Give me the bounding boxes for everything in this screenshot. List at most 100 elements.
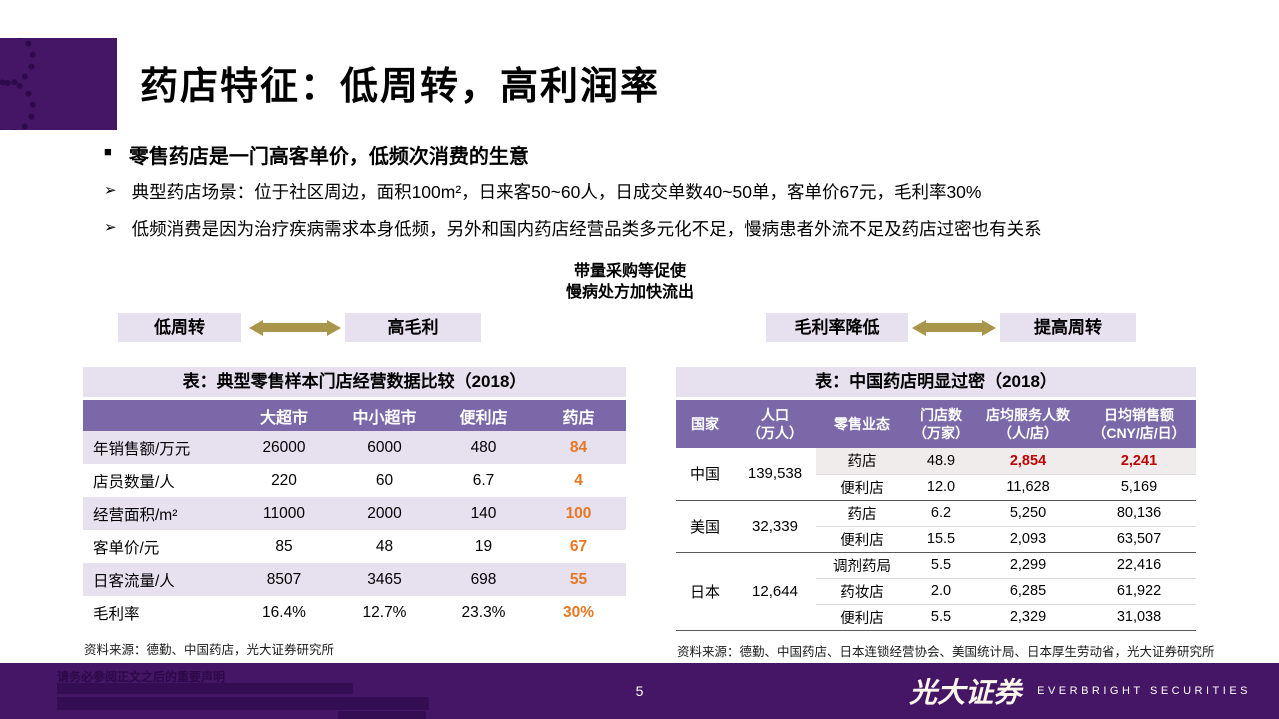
page-number: 5 xyxy=(635,683,644,699)
table-row: 年销售额/万元 26000 6000 480 84 xyxy=(83,431,626,464)
population-cell: 32,339 xyxy=(734,500,816,553)
cell: 药妆店 xyxy=(816,578,908,605)
row-label: 店员数量/人 xyxy=(83,464,235,497)
square-bullet-icon: ■ xyxy=(104,144,112,159)
flow-box-margin-decrease: 毛利率降低 xyxy=(766,313,908,342)
cell: 便利店 xyxy=(816,604,908,631)
cell: 220 xyxy=(235,464,333,497)
arrow-shaft xyxy=(926,323,982,332)
pharmacy-density-table: 国家 人口 （万人） 零售业态 门店数 （万家） 店均服务人数 （人/店） 日均销售额… xyxy=(676,400,1196,631)
column-header: 零售业态 xyxy=(816,400,908,448)
right-table-title: 表：中国药店明显过密（2018） xyxy=(676,367,1196,397)
bullet-heading-text: 零售药店是一门高客单价，低频次消费的生意 xyxy=(128,146,529,168)
cell: 19 xyxy=(436,530,531,563)
footer-disclaimer: 请务必参阅正文之后的重要声明 xyxy=(57,670,226,684)
footer-decoration-bar xyxy=(57,683,353,694)
cell: 23.3% xyxy=(436,596,531,629)
header-row: 大超市 中小超市 便利店 药店 xyxy=(83,400,626,431)
table-row-highlight: 中国 139,538 药店 48.9 2,854 2,241 xyxy=(676,448,1196,501)
cell: 6000 xyxy=(333,431,436,464)
country-cell: 美国 xyxy=(676,500,734,553)
cell: 5,169 xyxy=(1082,474,1196,501)
column-header: 大超市 xyxy=(235,400,333,431)
table-row: 日本 12,644 调剂药局 5.5 2,299 22,416 xyxy=(676,552,1196,631)
cell: 12.7% xyxy=(333,596,436,629)
brand-logo-en: EVERBRIGHT SECURITIES xyxy=(1037,685,1251,697)
cell: 6.2 xyxy=(908,500,974,527)
arrow-head-left-icon xyxy=(912,319,926,336)
cell: 480 xyxy=(436,431,531,464)
population-cell: 12,644 xyxy=(734,552,816,631)
store-comparison-table: 大超市 中小超市 便利店 药店 年销售额/万元 26000 6000 480 8… xyxy=(83,400,626,629)
footer-decoration-bar xyxy=(57,697,429,710)
cell: 30% xyxy=(531,596,626,629)
flow-box-high-margin: 高毛利 xyxy=(345,313,481,342)
brand-logo: 光大证券 EVERBRIGHT SECURITIES xyxy=(909,663,1251,719)
cell: 140 xyxy=(436,497,531,530)
column-header: 店均服务人数 （人/店） xyxy=(974,400,1082,448)
column-header: 便利店 xyxy=(436,400,531,431)
cell: 便利店 xyxy=(816,474,908,501)
cell: 67 xyxy=(531,530,626,563)
top-left-decoration xyxy=(0,38,117,130)
column-header xyxy=(83,400,235,431)
cell: 2,241 xyxy=(1082,448,1196,475)
country-cell: 中国 xyxy=(676,448,734,501)
table-row: 药妆店 2.0 6,285 61,922 xyxy=(676,578,1196,605)
cell: 便利店 xyxy=(816,526,908,553)
cell: 15.5 xyxy=(908,526,974,553)
table-row: 美国 32,339 药店 6.2 5,250 80,136 xyxy=(676,500,1196,553)
cell: 2,299 xyxy=(974,552,1082,579)
cell: 61,922 xyxy=(1082,578,1196,605)
cell: 调剂药局 xyxy=(816,552,908,579)
column-header: 药店 xyxy=(531,400,626,431)
row-label: 客单价/元 xyxy=(83,530,235,563)
double-arrow-icon xyxy=(912,319,996,336)
cell: 22,416 xyxy=(1082,552,1196,579)
table-row: 便利店 5.5 2,329 31,038 xyxy=(676,604,1196,631)
cell: 48 xyxy=(333,530,436,563)
bullet-item-text: 典型药店场景：位于社区周边，面积100m²，日来客50~60人，日成交单数40~… xyxy=(131,182,982,202)
cell: 12.0 xyxy=(908,474,974,501)
cell: 8507 xyxy=(235,563,333,596)
cell: 药店 xyxy=(816,500,908,527)
cell: 2,093 xyxy=(974,526,1082,553)
column-header: 中小超市 xyxy=(333,400,436,431)
row-label: 年销售额/万元 xyxy=(83,431,235,464)
cell: 63,507 xyxy=(1082,526,1196,553)
left-table-source: 资料来源：德勤、中国药店，光大证券研究所 xyxy=(84,643,335,657)
footer: 请务必参阅正文之后的重要声明 5 光大证券 EVERBRIGHT SECURIT… xyxy=(0,663,1279,719)
right-table-source: 资料来源：德勤、中国药店、日本连锁经营协会、美国统计局、日本厚生劳动省，光大证券… xyxy=(677,645,1215,659)
row-label: 经营面积/m² xyxy=(83,497,235,530)
arrow-head-left-icon xyxy=(249,319,263,336)
bullet-item: ➢ 低频消费是因为治疗疾病需求本身低频，另外和国内药店经营品类多元化不足，慢病患… xyxy=(104,216,1042,241)
cell: 药店 xyxy=(816,448,908,475)
cell: 6,285 xyxy=(974,578,1082,605)
cell: 4 xyxy=(531,464,626,497)
cell: 5.5 xyxy=(908,552,974,579)
cell: 55 xyxy=(531,563,626,596)
decoration-ring-icon xyxy=(0,38,36,86)
cell: 11,628 xyxy=(974,474,1082,501)
cell: 100 xyxy=(531,497,626,530)
population-cell: 139,538 xyxy=(734,448,816,501)
cell: 84 xyxy=(531,431,626,464)
header-row: 国家 人口 （万人） 零售业态 门店数 （万家） 店均服务人数 （人/店） 日均销售额… xyxy=(676,400,1196,448)
table-row: 店员数量/人 220 60 6.7 4 xyxy=(83,464,626,497)
column-header: 门店数 （万家） xyxy=(908,400,974,448)
flow-annotation: 带量采购等促使 慢病处方加快流出 xyxy=(518,261,742,303)
cell: 5,250 xyxy=(974,500,1082,527)
cell: 2,854 xyxy=(974,448,1082,475)
flow-annotation-line1: 带量采购等促使 xyxy=(573,263,686,280)
cell: 80,136 xyxy=(1082,500,1196,527)
table-row: 经营面积/m² 11000 2000 140 100 xyxy=(83,497,626,530)
page-title: 药店特征：低周转，高利润率 xyxy=(140,66,661,108)
column-header: 国家 xyxy=(676,400,734,448)
arrow-head-right-icon xyxy=(982,319,996,336)
left-table: 表：典型零售样本门店经营数据比较（2018） 大超市 中小超市 便利店 药店 年… xyxy=(83,367,626,629)
cell: 48.9 xyxy=(908,448,974,475)
brand-logo-cn: 光大证券 xyxy=(909,678,1022,709)
cell: 6.7 xyxy=(436,464,531,497)
country-cell: 日本 xyxy=(676,552,734,631)
